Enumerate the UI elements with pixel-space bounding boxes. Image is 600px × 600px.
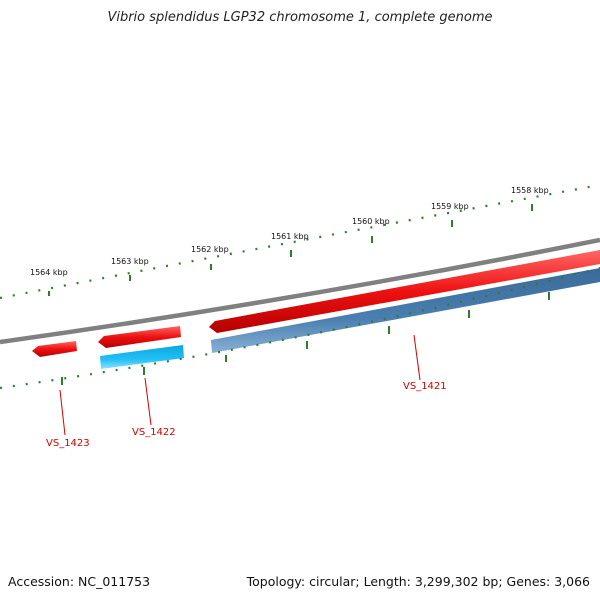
scale-label-1563: 1563 kbp: [111, 257, 149, 266]
genome-summary-text: Topology: circular; Length: 3,299,302 bp…: [246, 574, 590, 589]
scale-label-1564: 1564 kbp: [30, 268, 68, 277]
outer-tick-track: [0, 183, 600, 300]
gene-label-VS_1422[interactable]: VS_1422: [132, 427, 176, 438]
genome-backbone: [0, 237, 600, 345]
gene-label-VS_1423[interactable]: VS_1423: [46, 438, 90, 449]
scale-label-1558: 1558 kbp: [511, 186, 549, 195]
scale-label-1562: 1562 kbp: [191, 245, 229, 254]
scale-label-1559: 1559 kbp: [431, 202, 469, 211]
inner-tick-track: [0, 266, 600, 390]
gene-VS_1422-reverse[interactable]: [100, 345, 184, 369]
accession-text: Accession: NC_011753: [8, 574, 151, 589]
gene-VS_1421-reverse[interactable]: [211, 268, 600, 353]
gene-label-VS_1421[interactable]: VS_1421: [403, 381, 447, 392]
scale-label-1560: 1560 kbp: [352, 217, 390, 226]
map-title: Vibrio splendidus LGP32 chromosome 1, co…: [107, 10, 493, 25]
gene-VS_1422-forward[interactable]: [98, 326, 181, 348]
leader-VS_1422: [144, 377, 152, 426]
leader-VS_1421: [413, 334, 421, 381]
scale-label-1561: 1561 kbp: [271, 232, 309, 241]
gene-VS_1423-forward[interactable]: [32, 341, 77, 357]
leader-VS_1423: [59, 389, 66, 436]
gene-VS_1421-forward[interactable]: [209, 250, 600, 333]
